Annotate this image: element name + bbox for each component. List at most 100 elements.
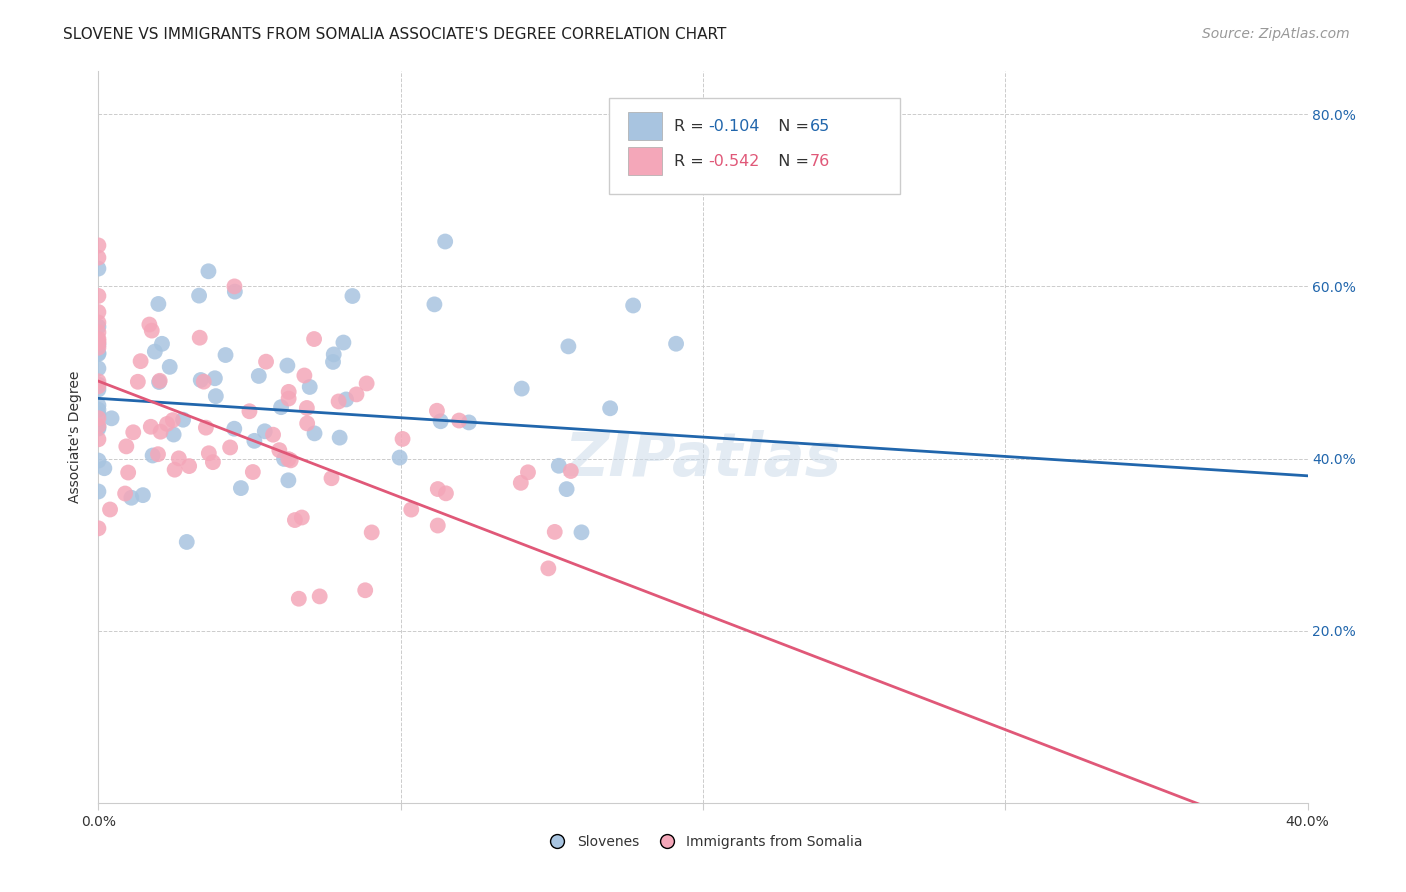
- Point: [87, 484, 110, 499]
- Point: [193, 375, 215, 389]
- Point: [277, 392, 299, 406]
- Point: [87, 411, 110, 425]
- Point: [149, 425, 172, 439]
- Point: [148, 375, 170, 389]
- Text: R =: R =: [673, 119, 709, 134]
- Point: [148, 297, 170, 311]
- Point: [87, 334, 110, 348]
- Point: [242, 465, 264, 479]
- Text: N =: N =: [768, 119, 814, 134]
- Point: [190, 373, 212, 387]
- Point: [87, 374, 110, 388]
- Point: [87, 379, 110, 393]
- Point: [284, 513, 307, 527]
- Point: [509, 475, 531, 490]
- Point: [87, 316, 110, 330]
- Point: [87, 432, 110, 446]
- Point: [544, 524, 567, 539]
- Point: [262, 427, 284, 442]
- Point: [557, 339, 579, 353]
- Text: R =: R =: [673, 153, 709, 169]
- Text: 65: 65: [810, 119, 830, 134]
- Point: [537, 561, 560, 575]
- Point: [197, 264, 219, 278]
- Point: [547, 458, 569, 473]
- Point: [115, 439, 138, 453]
- Point: [269, 443, 291, 458]
- Point: [308, 590, 330, 604]
- Point: [270, 400, 292, 414]
- Point: [273, 451, 295, 466]
- Point: [277, 384, 299, 399]
- Point: [87, 341, 110, 355]
- Point: [142, 449, 165, 463]
- Point: [156, 417, 179, 431]
- Point: [304, 426, 326, 441]
- Point: [87, 421, 110, 435]
- Point: [132, 488, 155, 502]
- FancyBboxPatch shape: [609, 98, 900, 194]
- Point: [426, 518, 449, 533]
- Point: [277, 473, 299, 487]
- Point: [87, 336, 110, 351]
- Point: [621, 298, 644, 312]
- Point: [298, 380, 321, 394]
- Point: [127, 375, 149, 389]
- Point: [555, 482, 578, 496]
- Point: [188, 288, 211, 302]
- Point: [426, 482, 449, 496]
- Text: Source: ZipAtlas.com: Source: ZipAtlas.com: [1202, 27, 1350, 41]
- Point: [87, 377, 110, 392]
- Text: -0.104: -0.104: [707, 119, 759, 134]
- Point: [224, 422, 246, 436]
- Point: [167, 451, 190, 466]
- Point: [87, 419, 110, 434]
- Point: [214, 348, 236, 362]
- Point: [280, 453, 302, 467]
- Point: [247, 368, 270, 383]
- Point: [322, 347, 344, 361]
- Point: [205, 389, 228, 403]
- Point: [665, 336, 688, 351]
- Point: [198, 446, 221, 460]
- Point: [172, 413, 194, 427]
- Point: [87, 305, 110, 319]
- Point: [510, 382, 533, 396]
- Point: [141, 324, 163, 338]
- Text: ZIPatlas: ZIPatlas: [564, 430, 842, 489]
- Text: N =: N =: [768, 153, 814, 169]
- Point: [87, 289, 110, 303]
- Point: [599, 401, 621, 416]
- Point: [426, 403, 449, 417]
- Point: [229, 481, 252, 495]
- Point: [176, 535, 198, 549]
- Point: [87, 332, 110, 346]
- Point: [224, 279, 246, 293]
- Point: [93, 461, 115, 475]
- Point: [356, 376, 378, 391]
- Legend: Slovenes, Immigrants from Somalia: Slovenes, Immigrants from Somalia: [537, 830, 869, 855]
- Point: [342, 289, 364, 303]
- Point: [139, 419, 162, 434]
- Point: [120, 491, 142, 505]
- Point: [354, 583, 377, 598]
- Point: [321, 471, 343, 485]
- Point: [163, 463, 186, 477]
- Point: [159, 359, 181, 374]
- Point: [335, 392, 357, 407]
- Point: [204, 371, 226, 385]
- Text: 76: 76: [810, 153, 830, 169]
- Text: -0.542: -0.542: [707, 153, 759, 169]
- Point: [457, 416, 479, 430]
- Point: [179, 459, 201, 474]
- Point: [346, 387, 368, 401]
- Point: [188, 331, 211, 345]
- Point: [517, 465, 540, 479]
- Point: [149, 374, 172, 388]
- Point: [243, 434, 266, 448]
- Y-axis label: Associate's Degree: Associate's Degree: [69, 371, 83, 503]
- Point: [87, 408, 110, 422]
- Point: [328, 394, 350, 409]
- Point: [429, 414, 451, 428]
- Point: [332, 335, 354, 350]
